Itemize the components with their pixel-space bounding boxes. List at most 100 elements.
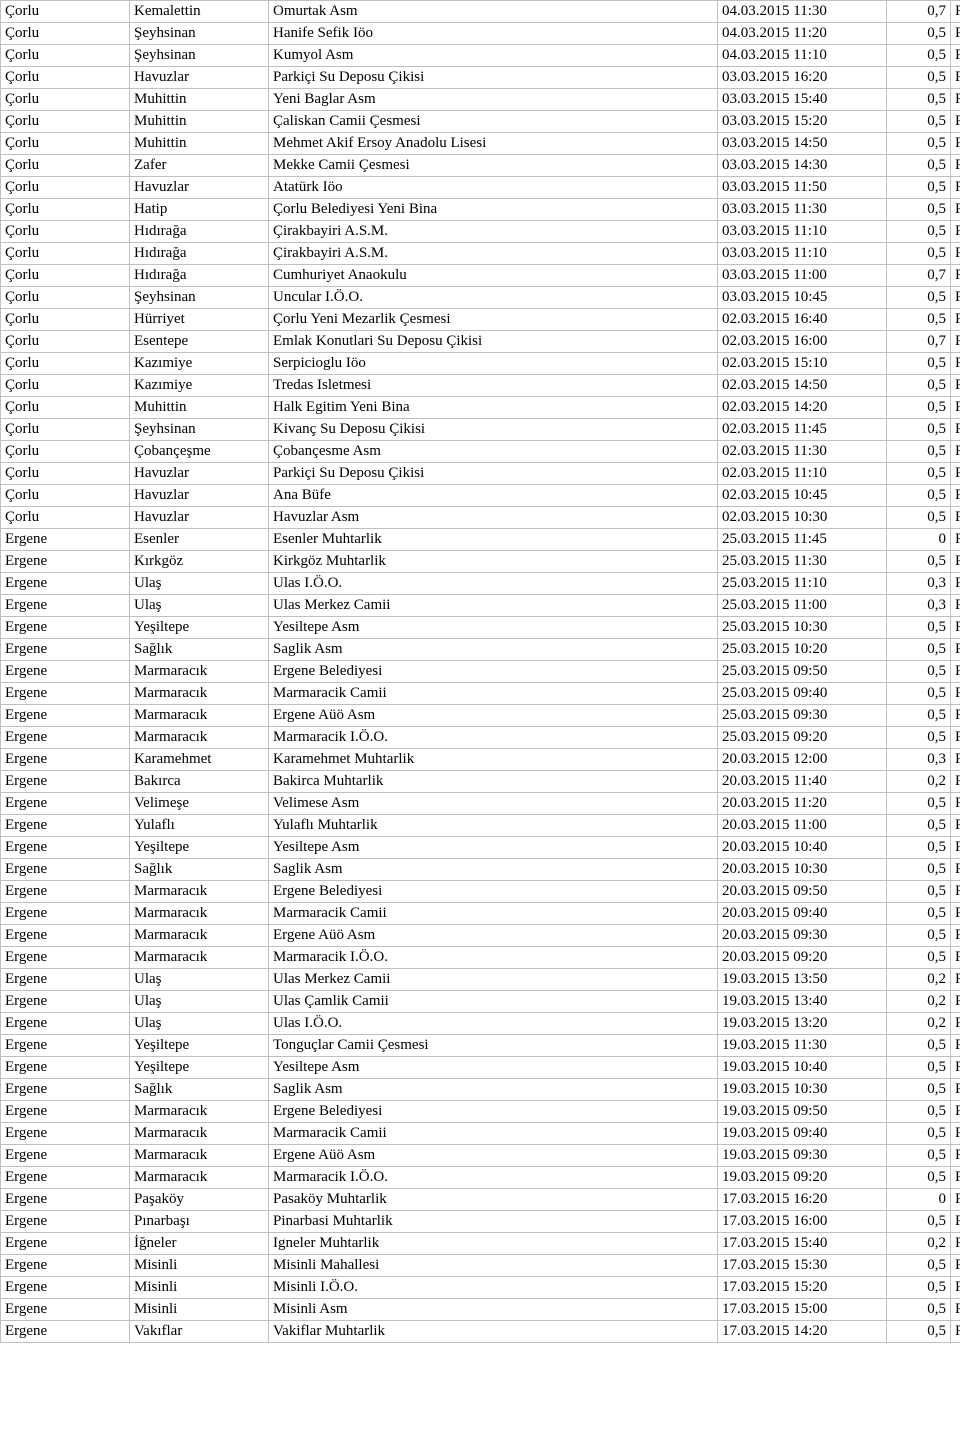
cell-ilce: Ergene — [1, 617, 130, 639]
cell-birim: PPM — [951, 617, 960, 639]
cell-ilce: Çorlu — [1, 89, 130, 111]
cell-tarih: 19.03.2015 09:20 — [718, 1167, 887, 1189]
cell-nokta: Ulas I.Ö.O. — [269, 573, 718, 595]
cell-mahalle: Şeyhsinan — [130, 419, 269, 441]
cell-deger: 0,2 — [887, 771, 951, 793]
cell-tarih: 20.03.2015 11:40 — [718, 771, 887, 793]
cell-ilce: Çorlu — [1, 419, 130, 441]
cell-ilce: Ergene — [1, 661, 130, 683]
cell-ilce: Çorlu — [1, 463, 130, 485]
cell-mahalle: Havuzlar — [130, 507, 269, 529]
cell-tarih: 02.03.2015 16:00 — [718, 331, 887, 353]
cell-tarih: 02.03.2015 11:30 — [718, 441, 887, 463]
cell-mahalle: Sağlık — [130, 1079, 269, 1101]
cell-deger: 0,3 — [887, 573, 951, 595]
cell-deger: 0,5 — [887, 1277, 951, 1299]
cell-mahalle: Marmaracık — [130, 661, 269, 683]
cell-birim: PPM — [951, 155, 960, 177]
cell-birim: PPM — [951, 837, 960, 859]
cell-mahalle: Marmaracık — [130, 1145, 269, 1167]
cell-ilce: Ergene — [1, 529, 130, 551]
cell-birim: PPM — [951, 111, 960, 133]
table-row: ÇorluHavuzlarHavuzlar Asm02.03.2015 10:3… — [1, 507, 960, 529]
cell-tarih: 25.03.2015 11:00 — [718, 595, 887, 617]
cell-tarih: 19.03.2015 10:40 — [718, 1057, 887, 1079]
cell-deger: 0,3 — [887, 595, 951, 617]
cell-deger: 0,7 — [887, 265, 951, 287]
cell-ilce: Ergene — [1, 859, 130, 881]
cell-nokta: Karamehmet Muhtarlik — [269, 749, 718, 771]
cell-birim: PPM — [951, 133, 960, 155]
cell-tarih: 25.03.2015 10:20 — [718, 639, 887, 661]
cell-deger: 0,5 — [887, 925, 951, 947]
cell-mahalle: Misinli — [130, 1277, 269, 1299]
cell-deger: 0,5 — [887, 177, 951, 199]
cell-nokta: Tredas Isletmesi — [269, 375, 718, 397]
cell-tarih: 19.03.2015 09:30 — [718, 1145, 887, 1167]
cell-mahalle: Bakırca — [130, 771, 269, 793]
cell-nokta: Ulas Merkez Camii — [269, 969, 718, 991]
cell-nokta: Çirakbayiri A.S.M. — [269, 221, 718, 243]
cell-mahalle: Kemalettin — [130, 1, 269, 23]
cell-ilce: Ergene — [1, 551, 130, 573]
cell-deger: 0,5 — [887, 419, 951, 441]
cell-nokta: Çaliskan Camii Çesmesi — [269, 111, 718, 133]
cell-ilce: Ergene — [1, 1255, 130, 1277]
table-row: ErgeneMarmaracıkMarmaracik Camii25.03.20… — [1, 683, 960, 705]
cell-nokta: Mekke Camii Çesmesi — [269, 155, 718, 177]
table-row: ErgeneMarmaracıkMarmaracik I.Ö.O.19.03.2… — [1, 1167, 960, 1189]
cell-mahalle: Marmaracık — [130, 705, 269, 727]
cell-birim: PPM — [951, 1277, 960, 1299]
cell-tarih: 19.03.2015 13:50 — [718, 969, 887, 991]
table-row: ÇorluZaferMekke Camii Çesmesi03.03.2015 … — [1, 155, 960, 177]
cell-ilce: Ergene — [1, 771, 130, 793]
table-row: ÇorluHavuzlarAtatürk Iöo03.03.2015 11:50… — [1, 177, 960, 199]
table-row: ÇorluHıdırağaÇirakbayiri A.S.M.03.03.201… — [1, 221, 960, 243]
cell-birim: PPM — [951, 1123, 960, 1145]
table-row: ÇorluŞeyhsinanHanife Sefik Iöo04.03.2015… — [1, 23, 960, 45]
cell-birim: PPM — [951, 815, 960, 837]
cell-deger: 0,5 — [887, 485, 951, 507]
table-row: ÇorluEsentepeEmlak Konutlari Su Deposu Ç… — [1, 331, 960, 353]
cell-nokta: Cumhuriyet Anaokulu — [269, 265, 718, 287]
cell-birim: PPM — [951, 1299, 960, 1321]
table-row: ErgeneSağlıkSaglik Asm19.03.2015 10:300,… — [1, 1079, 960, 1101]
cell-nokta: Çorlu Yeni Mezarlik Çesmesi — [269, 309, 718, 331]
cell-nokta: Ergene Belediyesi — [269, 1101, 718, 1123]
cell-ilce: Ergene — [1, 1299, 130, 1321]
cell-deger: 0,5 — [887, 221, 951, 243]
table-row: ÇorluÇobançeşmeÇobançesme Asm02.03.2015 … — [1, 441, 960, 463]
cell-nokta: Hanife Sefik Iöo — [269, 23, 718, 45]
cell-mahalle: Hatip — [130, 199, 269, 221]
cell-deger: 0,5 — [887, 683, 951, 705]
cell-nokta: Marmaracik I.Ö.O. — [269, 727, 718, 749]
table-row: ÇorluKazımiyeSerpicioglu Iöo02.03.2015 1… — [1, 353, 960, 375]
cell-tarih: 25.03.2015 11:10 — [718, 573, 887, 595]
cell-tarih: 03.03.2015 11:10 — [718, 243, 887, 265]
table-row: ÇorluHavuzlarParkiçi Su Deposu Çikisi03.… — [1, 67, 960, 89]
table-row: ErgeneMarmaracıkErgene Aüö Asm20.03.2015… — [1, 925, 960, 947]
cell-nokta: Misinli Asm — [269, 1299, 718, 1321]
cell-deger: 0,5 — [887, 1167, 951, 1189]
cell-nokta: Yesiltepe Asm — [269, 837, 718, 859]
cell-tarih: 17.03.2015 15:30 — [718, 1255, 887, 1277]
cell-nokta: Ergene Belediyesi — [269, 661, 718, 683]
cell-birim: PPM — [951, 925, 960, 947]
cell-ilce: Ergene — [1, 1079, 130, 1101]
cell-nokta: Uncular I.Ö.O. — [269, 287, 718, 309]
table-row: ErgeneMarmaracıkErgene Belediyesi19.03.2… — [1, 1101, 960, 1123]
table-row: ÇorluŞeyhsinanUncular I.Ö.O.03.03.2015 1… — [1, 287, 960, 309]
cell-nokta: Ulas Çamlik Camii — [269, 991, 718, 1013]
cell-birim: PPM — [951, 1321, 960, 1343]
cell-mahalle: Muhittin — [130, 89, 269, 111]
cell-deger: 0 — [887, 1189, 951, 1211]
cell-ilce: Ergene — [1, 1277, 130, 1299]
cell-nokta: Marmaracik I.Ö.O. — [269, 1167, 718, 1189]
cell-deger: 0,5 — [887, 793, 951, 815]
cell-birim: PPM — [951, 177, 960, 199]
cell-mahalle: Havuzlar — [130, 67, 269, 89]
cell-ilce: Çorlu — [1, 485, 130, 507]
cell-mahalle: Misinli — [130, 1255, 269, 1277]
cell-mahalle: Ulaş — [130, 1013, 269, 1035]
cell-mahalle: Yulaflı — [130, 815, 269, 837]
